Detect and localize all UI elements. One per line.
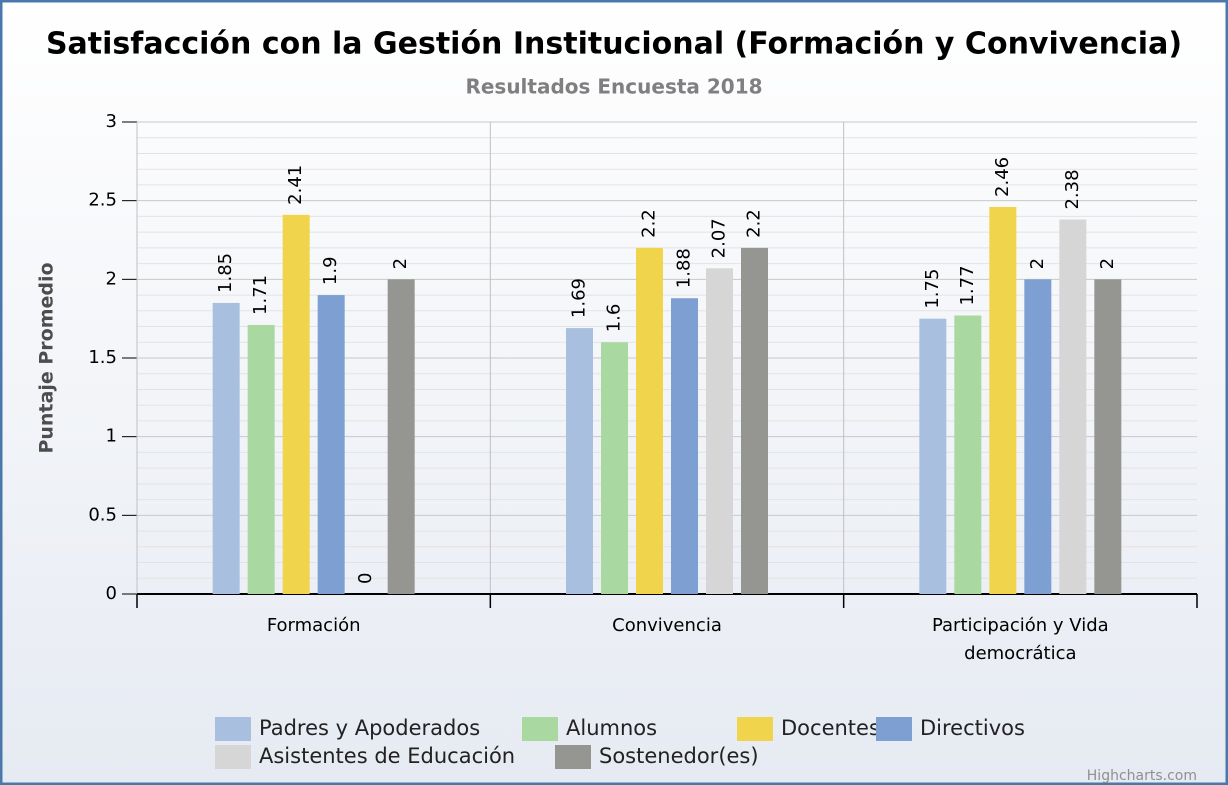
legend-swatch xyxy=(522,717,558,741)
data-label: 2.38 xyxy=(1062,169,1083,209)
legend-label: Padres y Apoderados xyxy=(259,716,480,740)
bar xyxy=(566,328,593,594)
bar xyxy=(282,214,310,594)
y-axis-label: Puntaje Promedio xyxy=(36,262,58,453)
data-label: 2.41 xyxy=(285,165,306,205)
data-label: 2 xyxy=(1097,258,1118,269)
legend-label: Alumnos xyxy=(566,716,657,740)
x-tick-label: Participación y Vida democrática xyxy=(932,615,1109,664)
data-label: 2 xyxy=(1027,258,1048,269)
data-label: 2.46 xyxy=(992,157,1013,197)
data-label: 0 xyxy=(355,573,376,584)
legend-label: Directivos xyxy=(920,716,1025,740)
data-label: 2.07 xyxy=(709,218,730,258)
bar xyxy=(989,206,1017,594)
bar xyxy=(212,302,240,594)
y-tick-label: 0 xyxy=(106,583,117,604)
x-tick-label: Formación xyxy=(267,615,361,636)
legend-swatch xyxy=(555,745,591,769)
legend-swatch xyxy=(215,745,251,769)
bar xyxy=(954,315,982,594)
credits: Highcharts.com xyxy=(1087,768,1197,784)
legend-label: Asistentes de Educación xyxy=(259,744,515,768)
legend-swatch xyxy=(876,717,912,741)
bar xyxy=(317,295,345,594)
bar xyxy=(601,342,628,594)
y-tick-label: 1 xyxy=(106,426,117,447)
bar xyxy=(1059,219,1087,594)
bar xyxy=(919,318,947,594)
data-label: 2.2 xyxy=(744,209,765,238)
legend-swatch xyxy=(215,717,251,741)
chart-title: Satisfacción con la Gestión Instituciona… xyxy=(46,27,1182,62)
legend-label: Sostenedor(es) xyxy=(599,744,759,768)
chart-subtitle: Resultados Encuesta 2018 xyxy=(465,75,762,99)
data-label: 1.9 xyxy=(320,256,341,285)
data-label: 1.69 xyxy=(569,278,590,318)
y-tick-label: 3 xyxy=(106,111,117,132)
bar xyxy=(387,279,415,594)
legend-swatch xyxy=(737,717,773,741)
bar xyxy=(706,268,733,594)
bar xyxy=(247,324,275,594)
data-label: 1.77 xyxy=(957,265,978,305)
data-label: 2 xyxy=(390,258,411,269)
data-label: 1.88 xyxy=(674,248,695,288)
data-label: 1.71 xyxy=(250,275,271,315)
data-label: 1.75 xyxy=(922,269,943,309)
y-tick-label: 2 xyxy=(106,268,117,289)
y-tick-label: 1.5 xyxy=(88,347,117,368)
data-label: 1.85 xyxy=(215,253,236,293)
y-tick-label: 2.5 xyxy=(88,190,117,211)
bar xyxy=(1024,279,1052,594)
data-label: 1.6 xyxy=(604,304,625,333)
legend-label: Docentes xyxy=(781,716,880,740)
y-tick-label: 0.5 xyxy=(88,504,117,525)
bar xyxy=(1094,279,1122,594)
x-tick-label: Convivencia xyxy=(612,615,722,636)
bar xyxy=(741,247,768,594)
bar xyxy=(636,247,663,594)
data-label: 2.2 xyxy=(639,209,660,238)
bar xyxy=(671,298,698,594)
